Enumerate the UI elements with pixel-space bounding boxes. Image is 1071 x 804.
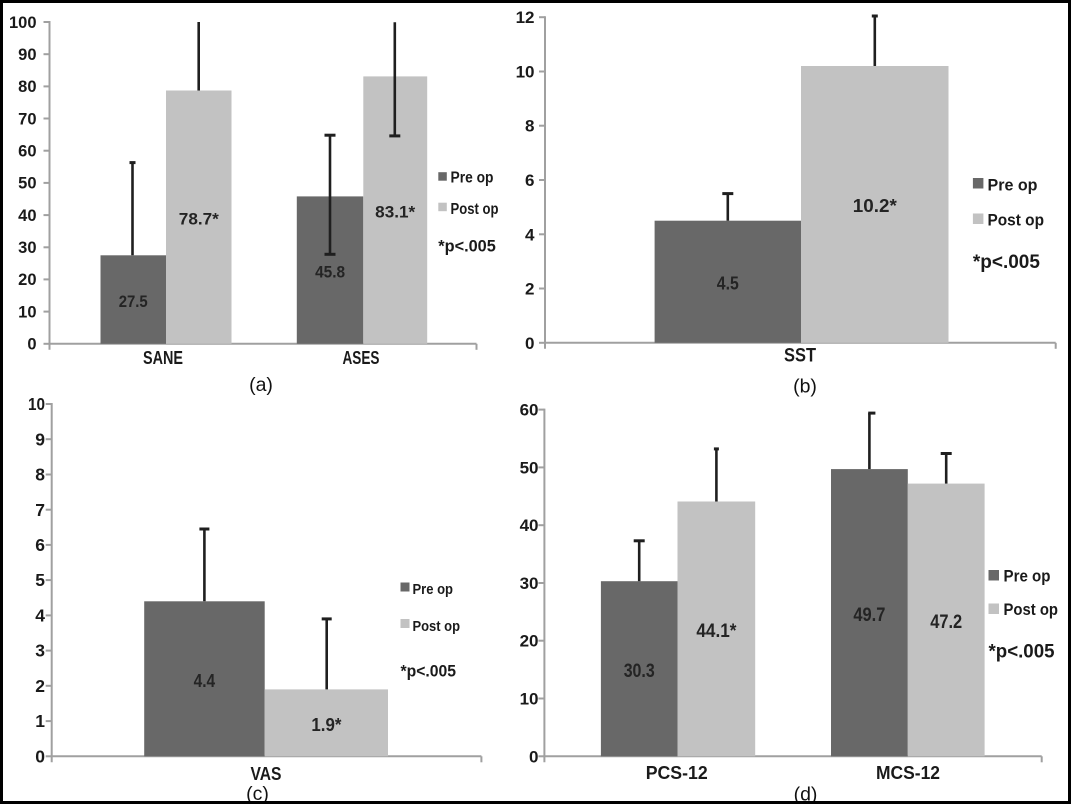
svg-text:10: 10 [18, 303, 36, 321]
svg-text:0: 0 [27, 336, 36, 354]
svg-text:40: 40 [18, 207, 36, 225]
svg-text:Post op: Post op [1004, 601, 1059, 619]
svg-text:45.8: 45.8 [315, 263, 345, 282]
svg-text:2: 2 [525, 279, 534, 298]
svg-text:Post op: Post op [451, 201, 499, 218]
svg-text:60: 60 [18, 142, 36, 160]
svg-text:4.5: 4.5 [717, 274, 739, 294]
svg-text:6: 6 [525, 171, 534, 190]
svg-text:10: 10 [516, 62, 535, 81]
svg-text:20: 20 [520, 632, 539, 651]
svg-text:50: 50 [520, 458, 539, 477]
svg-text:Pre op: Pre op [451, 169, 494, 186]
svg-text:1.9*: 1.9* [311, 714, 342, 735]
svg-text:40: 40 [520, 516, 539, 535]
svg-text:*p<.005: *p<.005 [401, 662, 457, 680]
svg-text:(b): (b) [793, 375, 817, 397]
svg-text:27.5: 27.5 [119, 292, 148, 311]
svg-text:83.1*: 83.1* [375, 203, 415, 222]
svg-text:PCS-12: PCS-12 [646, 763, 708, 783]
svg-text:90: 90 [18, 46, 36, 64]
svg-text:70: 70 [18, 110, 36, 128]
svg-text:44.1*: 44.1* [696, 621, 737, 642]
svg-text:Post op: Post op [988, 210, 1045, 229]
svg-text:SST: SST [784, 346, 816, 367]
svg-text:12: 12 [516, 8, 535, 27]
svg-text:20: 20 [18, 271, 36, 289]
svg-text:49.7: 49.7 [853, 605, 885, 626]
svg-text:47.2: 47.2 [930, 612, 962, 633]
svg-text:2: 2 [35, 676, 45, 696]
svg-text:78.7*: 78.7* [179, 210, 219, 229]
svg-text:4: 4 [35, 606, 45, 626]
svg-text:*p<.005: *p<.005 [973, 252, 1040, 273]
svg-text:0: 0 [529, 747, 538, 766]
svg-text:Post op: Post op [413, 618, 461, 635]
svg-text:*p<.005: *p<.005 [438, 237, 496, 255]
svg-text:9: 9 [35, 429, 45, 449]
svg-text:*p<.005: *p<.005 [989, 641, 1055, 662]
svg-text:8: 8 [35, 465, 45, 485]
svg-text:MCS-12: MCS-12 [876, 763, 940, 783]
svg-text:7: 7 [35, 500, 45, 520]
svg-text:30: 30 [18, 239, 36, 257]
svg-text:VAS: VAS [251, 764, 282, 784]
svg-text:1: 1 [35, 711, 45, 731]
svg-text:0: 0 [35, 746, 45, 766]
svg-text:50: 50 [18, 175, 36, 193]
svg-text:(a): (a) [249, 374, 273, 396]
svg-text:10: 10 [520, 689, 539, 708]
svg-text:10.2*: 10.2* [853, 196, 897, 216]
svg-text:80: 80 [18, 78, 36, 96]
svg-text:SANE: SANE [143, 348, 183, 368]
svg-text:30: 30 [520, 574, 539, 593]
svg-text:Pre op: Pre op [1004, 567, 1051, 585]
svg-text:6: 6 [35, 535, 45, 555]
svg-text:(d): (d) [794, 783, 818, 804]
svg-text:60: 60 [520, 401, 539, 420]
svg-text:Pre op: Pre op [988, 175, 1038, 194]
svg-text:4.4: 4.4 [194, 670, 216, 691]
svg-text:100: 100 [9, 14, 37, 32]
svg-text:30.3: 30.3 [624, 661, 655, 682]
svg-text:3: 3 [35, 641, 45, 661]
svg-text:8: 8 [525, 117, 534, 136]
svg-text:10: 10 [28, 394, 45, 414]
svg-text:4: 4 [525, 225, 535, 244]
svg-text:ASES: ASES [343, 348, 380, 368]
svg-text:Pre op: Pre op [413, 581, 454, 598]
svg-text:(c): (c) [246, 783, 269, 804]
svg-text:0: 0 [525, 334, 534, 353]
svg-text:5: 5 [35, 570, 45, 590]
